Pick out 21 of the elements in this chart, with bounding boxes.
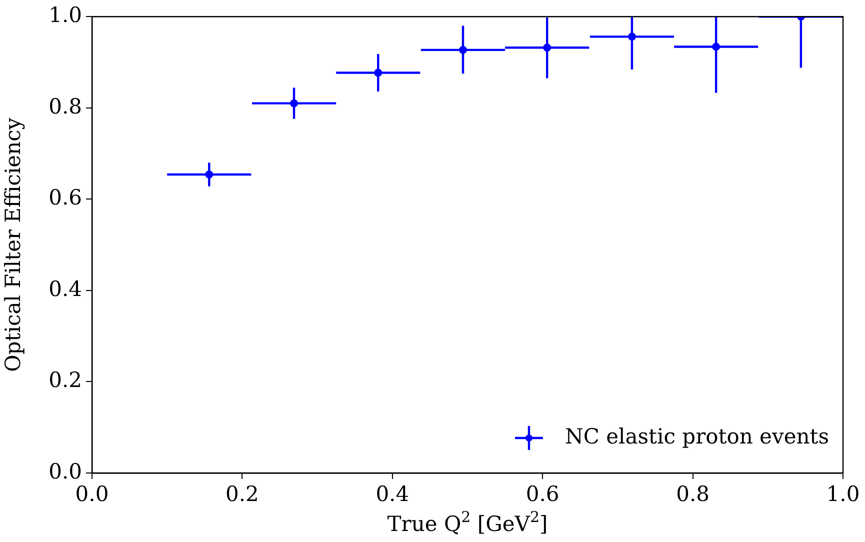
y-axis-title: Optical Filter Efficiency (1, 118, 26, 372)
x-tick-label: 0.6 (526, 482, 560, 506)
y-tick-label: 0.6 (48, 186, 82, 210)
x-tick-label: 0.0 (75, 482, 109, 506)
point (628, 32, 636, 41)
y-tick-label: 0.2 (48, 368, 82, 392)
point (543, 44, 552, 52)
x-tick-label: 0.2 (225, 482, 259, 506)
x-tick-label: 1.0 (826, 482, 860, 506)
y-tick-label: 0.4 (48, 276, 82, 301)
x-tick-label: 0.8 (676, 482, 710, 506)
legend-label: NC elastic proton events (564, 424, 830, 448)
y-tick-label: 0.0 (48, 459, 82, 484)
point (712, 42, 720, 51)
point (458, 46, 467, 54)
y-tick-label: 1.0 (48, 3, 82, 28)
y-tick-label: 0.8 (48, 94, 82, 118)
point (205, 170, 214, 179)
point (374, 68, 382, 77)
x-tick-label: 0.4 (376, 482, 410, 506)
point (290, 99, 298, 108)
